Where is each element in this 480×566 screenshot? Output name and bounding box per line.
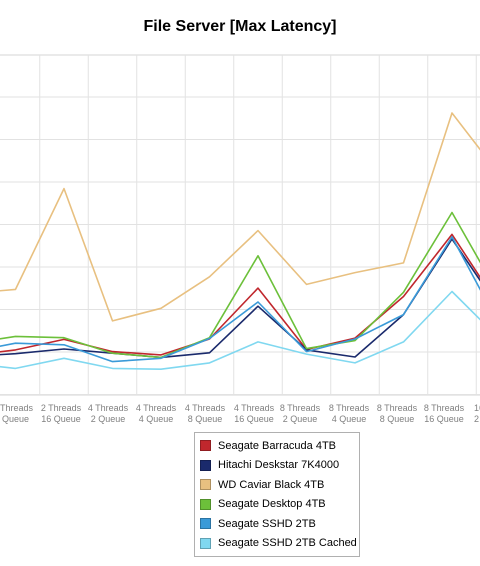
legend-item-seagate-barracuda: Seagate Barracuda 4TB [195, 436, 359, 456]
legend-label: Seagate Barracuda 4TB [218, 439, 337, 452]
x-tick-label-line1: 16 [474, 403, 480, 413]
series-line-0 [0, 233, 480, 356]
legend-item-seagate-sshd: Seagate SSHD 2TB [195, 514, 359, 534]
legend-item-seagate-sshd-cached: Seagate SSHD 2TB Cached [195, 534, 359, 554]
x-tick-label-line1: Threads [0, 403, 34, 413]
x-tick-label-line2: 2 Queue [283, 414, 318, 424]
x-tick-label-line1: 4 Threads [185, 403, 226, 413]
series-line-3 [0, 211, 480, 359]
chart-title: File Server [Max Latency] [143, 18, 337, 35]
legend-item-wd-caviar-black: WD Caviar Black 4TB [195, 475, 359, 495]
x-tick-label-line2: 2 Queue [91, 414, 126, 424]
x-tick-label-line1: 4 Threads [136, 403, 177, 413]
x-tick-label-line2: 8 Queue [380, 414, 415, 424]
x-tick-label-line2: 16 Queue [234, 414, 274, 424]
series-line-5 [0, 290, 480, 371]
legend-swatch [200, 537, 211, 549]
x-tick-label-line1: 8 Threads [424, 403, 465, 413]
legend-swatch [200, 518, 211, 530]
x-tick-label-line1: 8 Threads [377, 403, 418, 413]
legend-label: Seagate SSHD 2TB Cached [218, 537, 357, 550]
chart-grid [0, 54, 480, 396]
x-tick-label-line2: 16 Queue [41, 414, 81, 424]
x-tick-label-line2: 4 Queue [139, 414, 174, 424]
legend-label: Seagate Desktop 4TB [218, 498, 326, 511]
legend-swatch [200, 498, 211, 510]
legend-swatch [200, 440, 211, 452]
x-tick-label-line1: 4 Threads [234, 403, 275, 413]
legend-item-seagate-desktop: Seagate Desktop 4TB [195, 495, 359, 515]
legend-label: Hitachi Deskstar 7K4000 [218, 459, 340, 472]
x-tick-label-line1: 8 Threads [329, 403, 370, 413]
legend-item-hitachi-deskstar: Hitachi Deskstar 7K4000 [195, 456, 359, 476]
legend-swatch [200, 479, 211, 491]
x-tick-label-line2: 2 [474, 414, 479, 424]
x-tick-label-line2: 8 Queue [188, 414, 223, 424]
x-tick-label-line2: 4 Queue [332, 414, 367, 424]
chart-legend: Seagate Barracuda 4TB Hitachi Deskstar 7… [194, 432, 360, 557]
legend-label: Seagate SSHD 2TB [218, 517, 316, 530]
legend-swatch [200, 459, 211, 471]
x-tick-label-line1: 8 Threads [280, 403, 321, 413]
x-tick-label-line2: Queue [2, 414, 29, 424]
x-tick-label-line1: 4 Threads [88, 403, 129, 413]
chart-series [0, 112, 480, 371]
x-tick-label-line1: 2 Threads [41, 403, 82, 413]
series-line-4 [0, 236, 480, 363]
series-line-2 [0, 112, 480, 322]
x-tick-label-line2: 16 Queue [424, 414, 464, 424]
legend-label: WD Caviar Black 4TB [218, 478, 325, 491]
